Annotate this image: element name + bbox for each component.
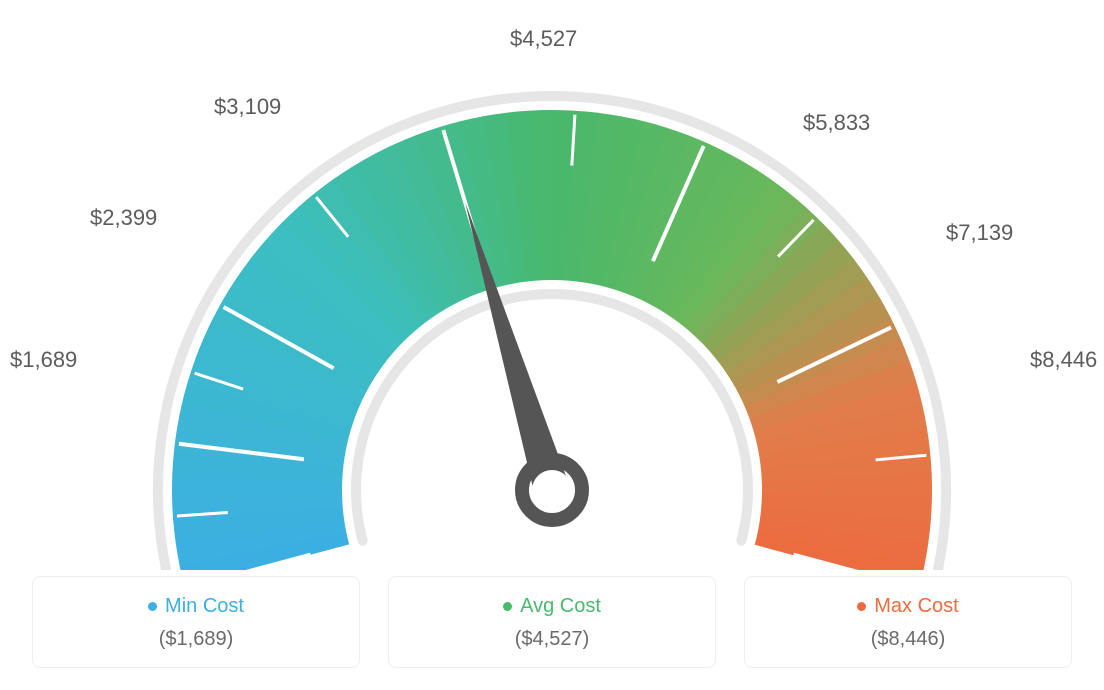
- cost-gauge-infographic: $1,689 $2,399 $3,109 $4,527 $5,833 $7,139 $8,4…: [0, 0, 1104, 690]
- dot-icon: [857, 602, 866, 611]
- legend-value: ($4,527): [399, 628, 705, 651]
- gauge-tick-label: $7,139: [946, 220, 1013, 246]
- gauge-tick-label: $1,689: [10, 347, 77, 373]
- gauge-tick-label: $5,833: [803, 110, 870, 136]
- gauge-tick-label: $4,527: [510, 26, 577, 52]
- legend-value: ($8,446): [755, 628, 1061, 651]
- legend-card-max: Max Cost ($8,446): [744, 576, 1072, 668]
- dot-icon: [503, 602, 512, 611]
- dot-icon: [148, 602, 157, 611]
- legend-value: ($1,689): [43, 628, 349, 651]
- gauge-area: $1,689 $2,399 $3,109 $4,527 $5,833 $7,139 $8,4…: [0, 10, 1104, 530]
- gauge-tick-label: $3,109: [214, 94, 281, 120]
- gauge-tick-label: $8,446: [1030, 347, 1097, 373]
- legend-card-min: Min Cost ($1,689): [32, 576, 360, 668]
- legend-card-avg: Avg Cost ($4,527): [388, 576, 716, 668]
- legend-row: Min Cost ($1,689) Avg Cost ($4,527) Max …: [32, 576, 1072, 668]
- gauge-svg: [0, 10, 1104, 570]
- legend-label: Max Cost: [874, 595, 958, 618]
- legend-label: Avg Cost: [520, 595, 601, 618]
- legend-label: Min Cost: [165, 595, 244, 618]
- gauge-tick-label: $2,399: [90, 205, 157, 231]
